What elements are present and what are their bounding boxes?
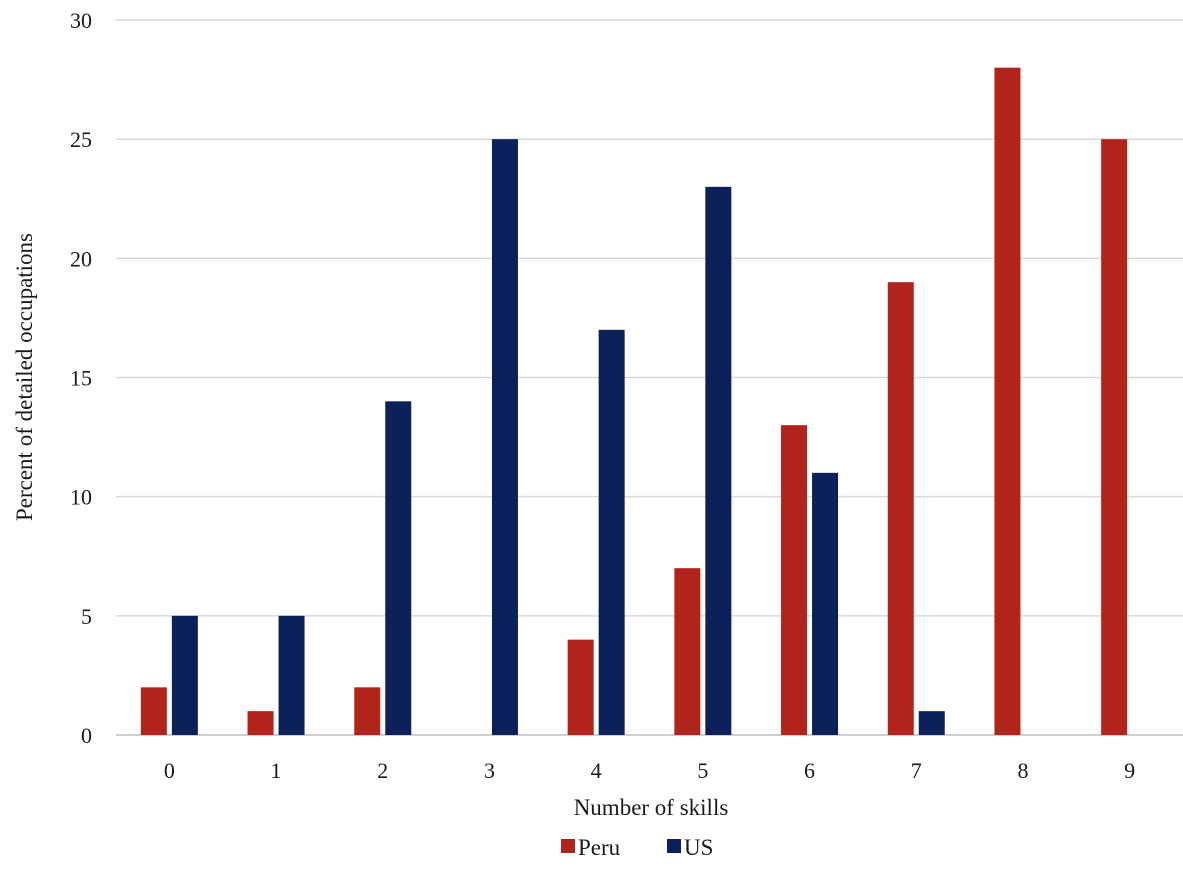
legend: Peru US bbox=[561, 835, 713, 860]
x-tick-label: 5 bbox=[697, 758, 708, 783]
legend-swatch-us bbox=[667, 839, 681, 853]
y-tick-label: 20 bbox=[70, 246, 92, 271]
x-tick-label: 3 bbox=[484, 758, 495, 783]
bar-peru-1 bbox=[247, 711, 274, 735]
y-tick-label: 30 bbox=[70, 8, 92, 33]
y-tick-label: 5 bbox=[81, 604, 92, 629]
bar-peru-2 bbox=[354, 687, 381, 735]
bar-us-3 bbox=[491, 139, 518, 735]
bar-peru-4 bbox=[567, 639, 594, 735]
bar-peru-7 bbox=[887, 282, 914, 735]
y-tick-label: 25 bbox=[70, 127, 92, 152]
x-tick-labels: 0 1 2 3 4 5 6 7 8 9 bbox=[164, 758, 1135, 783]
x-axis-title: Number of skills bbox=[574, 795, 729, 820]
y-tick-label: 15 bbox=[70, 366, 92, 391]
bar-peru-6 bbox=[781, 425, 808, 735]
bar-peru-9 bbox=[1101, 139, 1128, 735]
bar-peru-5 bbox=[674, 568, 701, 735]
legend-swatch-peru bbox=[561, 839, 575, 853]
y-tick-label: 0 bbox=[81, 723, 92, 748]
x-tick-label: 2 bbox=[377, 758, 388, 783]
x-tick-label: 9 bbox=[1124, 758, 1135, 783]
y-axis-title: Percent of detailed occupations bbox=[12, 233, 37, 521]
bar-us-7 bbox=[918, 711, 945, 735]
x-tick-label: 1 bbox=[271, 758, 282, 783]
bar-us-0 bbox=[171, 615, 198, 735]
x-tick-label: 4 bbox=[591, 758, 602, 783]
bar-us-2 bbox=[385, 401, 412, 735]
bar-us-5 bbox=[705, 186, 732, 736]
x-tick-label: 7 bbox=[911, 758, 922, 783]
bar-peru-8 bbox=[994, 67, 1021, 735]
bar-peru-0 bbox=[140, 687, 167, 735]
legend-label-peru: Peru bbox=[578, 835, 621, 860]
bar-us-6 bbox=[812, 472, 839, 735]
y-tick-label: 10 bbox=[70, 485, 92, 510]
bars bbox=[140, 67, 1128, 736]
x-tick-label: 0 bbox=[164, 758, 175, 783]
y-tick-labels: 0 5 10 15 20 25 30 bbox=[70, 8, 92, 748]
x-tick-label: 6 bbox=[804, 758, 815, 783]
bar-us-4 bbox=[598, 329, 625, 735]
legend-label-us: US bbox=[684, 835, 713, 860]
gridlines bbox=[116, 19, 1183, 736]
bar-us-1 bbox=[278, 615, 305, 735]
x-tick-label: 8 bbox=[1017, 758, 1028, 783]
